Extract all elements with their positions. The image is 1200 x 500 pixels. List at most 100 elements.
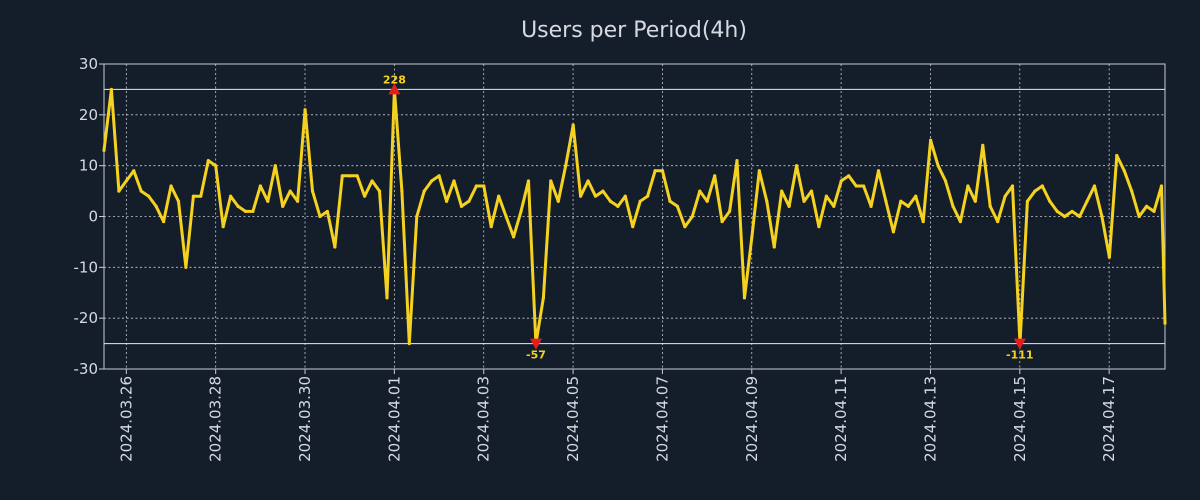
data-point bbox=[876, 169, 881, 173]
data-point bbox=[981, 143, 985, 147]
x-tick-label: 2024.04.11 bbox=[832, 376, 850, 462]
data-point bbox=[936, 164, 940, 168]
max-marker bbox=[388, 83, 401, 95]
data-point bbox=[862, 184, 866, 188]
data-point bbox=[221, 225, 225, 229]
data-point bbox=[266, 199, 270, 203]
data-point bbox=[1144, 204, 1149, 208]
data-point bbox=[802, 199, 806, 203]
data-point bbox=[154, 204, 158, 208]
y-tick-label: -30 bbox=[74, 360, 99, 378]
data-point bbox=[1063, 214, 1067, 219]
data-point bbox=[951, 204, 955, 208]
data-point bbox=[817, 225, 821, 229]
data-point bbox=[675, 204, 680, 208]
data-point bbox=[698, 189, 702, 193]
x-tick-label: 2024.04.03 bbox=[475, 376, 493, 462]
data-point bbox=[586, 179, 590, 183]
data-point bbox=[318, 214, 322, 219]
y-tick-label: 10 bbox=[79, 157, 98, 175]
data-point bbox=[370, 179, 374, 183]
x-axis-ticks: 2024.03.26 2024.03.28 2024.03.30 2024.04.01… bbox=[117, 369, 1118, 462]
data-point bbox=[296, 199, 300, 203]
min-label: -111 bbox=[1006, 349, 1034, 362]
data-point bbox=[1159, 184, 1164, 188]
data-point bbox=[1010, 184, 1015, 188]
data-point bbox=[966, 184, 970, 188]
data-point bbox=[1152, 209, 1156, 214]
data-point bbox=[489, 225, 493, 229]
data-point bbox=[139, 189, 143, 193]
data-point bbox=[943, 179, 948, 183]
data-point bbox=[750, 235, 754, 239]
data-point bbox=[176, 199, 181, 203]
data-point bbox=[229, 194, 233, 198]
threshold-lines bbox=[104, 88, 1165, 345]
data-point bbox=[310, 189, 315, 193]
data-point bbox=[206, 158, 210, 163]
data-point bbox=[765, 199, 769, 203]
data-point bbox=[1122, 169, 1126, 173]
data-point bbox=[288, 189, 292, 193]
data-point bbox=[914, 194, 918, 198]
data-point bbox=[683, 225, 687, 229]
data-point bbox=[526, 179, 531, 183]
data-point bbox=[720, 219, 724, 224]
data-point bbox=[869, 204, 873, 208]
data-point bbox=[333, 245, 337, 249]
data-point bbox=[1055, 209, 1059, 214]
data-point bbox=[884, 199, 888, 203]
data-point bbox=[303, 108, 307, 112]
data-point bbox=[824, 194, 828, 198]
data-point bbox=[1100, 214, 1104, 219]
data-point bbox=[459, 204, 464, 208]
data-point bbox=[906, 204, 910, 208]
data-point bbox=[988, 204, 992, 208]
data-point bbox=[839, 179, 843, 183]
data-point bbox=[832, 204, 836, 208]
data-point bbox=[1092, 184, 1097, 188]
data-point bbox=[1085, 199, 1089, 203]
data-point bbox=[281, 204, 285, 208]
data-point bbox=[430, 179, 434, 183]
max-label: 228 bbox=[383, 73, 406, 86]
data-point bbox=[400, 189, 404, 193]
data-point bbox=[325, 209, 330, 214]
y-tick-label: -10 bbox=[74, 258, 99, 276]
data-point bbox=[102, 148, 106, 153]
data-point bbox=[236, 204, 240, 208]
data-point bbox=[1070, 209, 1074, 214]
data-point bbox=[854, 184, 858, 188]
data-point bbox=[407, 341, 411, 346]
data-point bbox=[117, 189, 121, 193]
data-point bbox=[727, 209, 732, 214]
data-point bbox=[385, 296, 389, 300]
data-point bbox=[1137, 214, 1141, 219]
data-point bbox=[556, 199, 560, 203]
data-point bbox=[1130, 189, 1134, 193]
data-point bbox=[243, 209, 248, 214]
data-point bbox=[273, 164, 277, 168]
data-point bbox=[660, 169, 665, 173]
data-point bbox=[1107, 255, 1111, 259]
data-point bbox=[355, 174, 359, 178]
data-point bbox=[631, 225, 635, 229]
data-point bbox=[214, 164, 218, 168]
series-line bbox=[102, 87, 1167, 346]
data-point bbox=[638, 199, 642, 203]
min-label: -57 bbox=[526, 349, 546, 362]
data-point bbox=[415, 214, 419, 219]
x-tick-label: 2024.04.01 bbox=[385, 376, 403, 462]
min-marker bbox=[1013, 338, 1026, 350]
data-point bbox=[1003, 194, 1007, 198]
x-tick-label: 2024.04.15 bbox=[1011, 376, 1029, 462]
data-point bbox=[161, 219, 166, 224]
x-tick-label: 2024.03.28 bbox=[207, 376, 225, 462]
data-point bbox=[996, 219, 1000, 224]
data-point bbox=[251, 209, 255, 214]
data-point bbox=[735, 158, 739, 163]
data-point bbox=[169, 184, 173, 188]
data-point bbox=[497, 194, 501, 198]
data-point bbox=[564, 164, 568, 168]
data-point bbox=[809, 189, 814, 193]
